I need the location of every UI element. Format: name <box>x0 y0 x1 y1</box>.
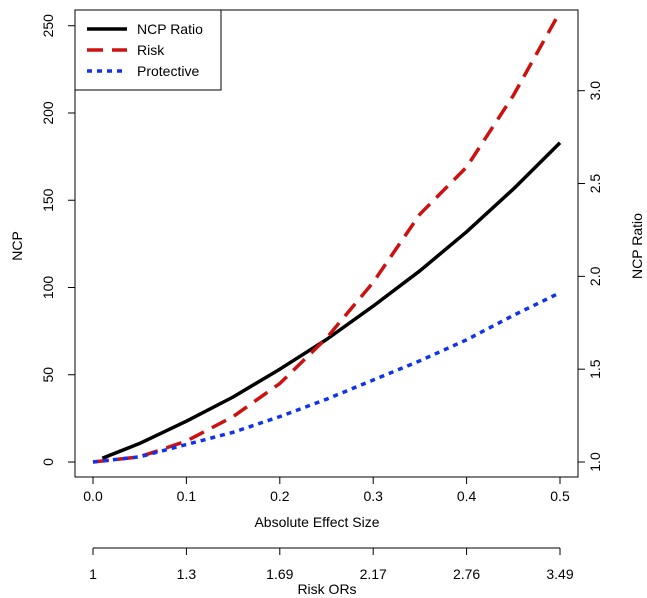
y-left-tick-label-0: 0 <box>40 458 56 466</box>
secondary-x-axis-title: Risk ORs <box>297 581 356 597</box>
x-axis-title: Absolute Effect Size <box>254 514 379 530</box>
secondary-x-tick-label-0: 1 <box>89 566 97 582</box>
x-tick-label-0: 0.0 <box>83 488 103 504</box>
series-line-protective <box>92 291 561 464</box>
y-left-tick-label-1: 50 <box>40 367 56 383</box>
legend: NCP Ratio Risk Protective <box>74 9 222 91</box>
y-left-tick-label-2: 100 <box>40 276 56 300</box>
y-left-tick-label-3: 150 <box>40 188 56 212</box>
x-tick-label-2: 0.2 <box>270 488 290 504</box>
secondary-x-tick-label-1: 1.3 <box>177 566 197 582</box>
secondary-x-tick-label-3: 2.17 <box>360 566 387 582</box>
plot-layer <box>92 10 562 464</box>
y-right-tick-label-3: 2.5 <box>587 174 603 194</box>
legend-label-2: Protective <box>137 63 199 79</box>
x-tick-label-4: 0.4 <box>457 488 477 504</box>
x-tick-label-1: 0.1 <box>177 488 197 504</box>
secondary-x-tick-label-5: 3.49 <box>546 566 573 582</box>
x-tick-label-3: 0.3 <box>363 488 383 504</box>
y-axis-title-right: NCP Ratio <box>629 213 645 279</box>
y-right-tick-label-0: 1.0 <box>587 452 603 472</box>
series-line-risk <box>92 10 562 464</box>
secondary-x-tick-label-4: 2.76 <box>453 566 480 582</box>
y-right-tick-label-1: 1.5 <box>587 359 603 379</box>
y-axis-title-left: NCP <box>9 231 25 261</box>
y-right-tick-label-4: 3.0 <box>587 81 603 101</box>
x-tick-label-5: 0.5 <box>550 488 570 504</box>
legend-label-1: Risk <box>137 42 165 58</box>
axes-layer: 0.0 0.1 0.2 0.3 0.4 0.5 1 1.3 1.69 2.17 2.76 3.49 0 5… <box>40 9 603 582</box>
y-right-tick-label-2: 2.0 <box>587 266 603 286</box>
secondary-x-tick-label-2: 1.69 <box>266 566 293 582</box>
series-line-ncp-ratio <box>101 141 562 460</box>
legend-label-0: NCP Ratio <box>137 21 203 37</box>
y-left-tick-label-5: 250 <box>40 14 56 38</box>
y-left-tick-label-4: 200 <box>40 101 56 125</box>
